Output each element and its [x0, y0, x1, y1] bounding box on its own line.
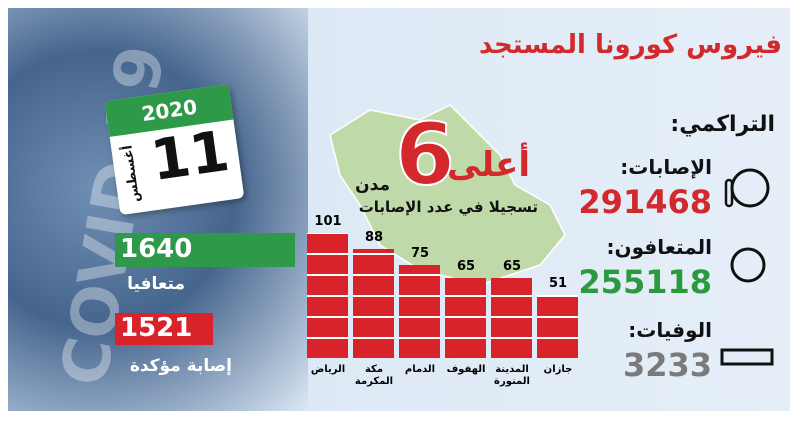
headline-suffix: مدن — [355, 175, 390, 195]
headline-subtitle: تسجيلا في عدد الإصابات — [358, 198, 538, 216]
thermometer-icon — [724, 178, 734, 208]
bar — [307, 233, 348, 358]
category-label: المدينة المنورة — [494, 364, 530, 387]
bar — [399, 265, 440, 358]
stat-value: 3233 — [622, 346, 712, 384]
bar — [353, 249, 394, 358]
category-label: جازان — [543, 364, 573, 375]
value-label: 88 — [364, 230, 384, 246]
value-label: 75 — [410, 246, 430, 262]
stat-label: المتعافون: — [606, 235, 712, 259]
mask-icon — [730, 247, 766, 283]
daily-recovered-value: 1640 — [120, 234, 193, 264]
map-shape — [329, 104, 566, 286]
value-label: 65 — [502, 258, 522, 274]
daily-cases-label: إصابة مؤكدة — [129, 356, 232, 376]
value-label: 51 — [548, 275, 568, 291]
bar — [491, 277, 532, 358]
stat-label: الإصابات: — [620, 155, 712, 179]
stat-label: الوفيات: — [628, 318, 712, 342]
calendar-month: أغسطس — [120, 144, 144, 204]
bed-icon — [720, 348, 774, 366]
fever-icon — [730, 168, 770, 208]
category-label: الرياض — [310, 364, 346, 375]
category-label: مكة المكرمة — [354, 364, 394, 387]
bar — [445, 277, 486, 358]
stat-value: 291468 — [578, 183, 712, 221]
stat-value: 255118 — [578, 263, 712, 301]
title: فيروس كورونا المستجد — [479, 30, 782, 60]
icons — [720, 168, 774, 366]
daily-recovered-label: متعافيا — [127, 274, 185, 294]
recovered-box — [115, 233, 295, 267]
headline-prefix: أعلى — [446, 145, 530, 185]
cases-box — [115, 313, 213, 345]
daily-cases-value: 1521 — [120, 313, 193, 343]
calendar-day: 11 — [146, 118, 234, 195]
value-label: 101 — [314, 214, 342, 229]
category-label: الهفوف — [446, 364, 486, 375]
bar — [537, 294, 578, 358]
headline-number: 6 — [394, 104, 456, 206]
cumulative-heading: التراكمي: — [670, 112, 775, 137]
value-label: 65 — [456, 258, 476, 274]
map — [329, 104, 566, 286]
calendar: 2020 11 أغسطس — [104, 83, 245, 216]
category-label: الدمام — [404, 364, 436, 375]
